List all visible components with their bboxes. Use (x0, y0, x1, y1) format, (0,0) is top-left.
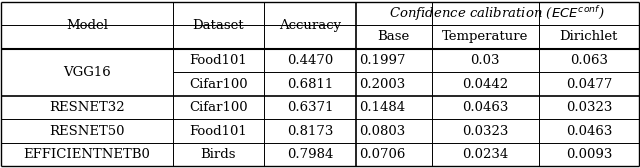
Text: Temperature: Temperature (442, 30, 529, 44)
Text: 0.03: 0.03 (470, 54, 500, 67)
Text: 0.2003: 0.2003 (359, 77, 405, 91)
Text: 0.7984: 0.7984 (287, 148, 333, 161)
Text: Confidence calibration ($ECE^{conf}$): Confidence calibration ($ECE^{conf}$) (389, 4, 605, 23)
Text: Accuracy: Accuracy (279, 19, 341, 32)
Text: 0.0463: 0.0463 (566, 124, 612, 138)
Text: Model: Model (66, 19, 108, 32)
Text: 0.1997: 0.1997 (359, 54, 406, 67)
Text: 0.0323: 0.0323 (566, 101, 612, 114)
Text: 0.1484: 0.1484 (359, 101, 405, 114)
Text: EFFICIENTNETB0: EFFICIENTNETB0 (24, 148, 150, 161)
Text: VGG16: VGG16 (63, 66, 111, 79)
Text: Cifar100: Cifar100 (189, 77, 248, 91)
Text: RESNET50: RESNET50 (49, 124, 125, 138)
Text: 0.063: 0.063 (570, 54, 608, 67)
Text: 0.0234: 0.0234 (462, 148, 508, 161)
Text: 0.6811: 0.6811 (287, 77, 333, 91)
Text: 0.0463: 0.0463 (462, 101, 509, 114)
Text: Food101: Food101 (189, 124, 247, 138)
Text: 0.8173: 0.8173 (287, 124, 333, 138)
Text: 0.0803: 0.0803 (359, 124, 405, 138)
Text: 0.0323: 0.0323 (462, 124, 509, 138)
Text: Birds: Birds (201, 148, 236, 161)
Text: Food101: Food101 (189, 54, 247, 67)
Text: Cifar100: Cifar100 (189, 101, 248, 114)
Text: Dataset: Dataset (193, 19, 244, 32)
Text: RESNET32: RESNET32 (49, 101, 125, 114)
Text: 0.0706: 0.0706 (359, 148, 405, 161)
Text: Base: Base (378, 30, 410, 44)
Text: 0.0442: 0.0442 (462, 77, 508, 91)
Text: 0.0477: 0.0477 (566, 77, 612, 91)
Text: 0.0093: 0.0093 (566, 148, 612, 161)
Text: Dirichlet: Dirichlet (560, 30, 618, 44)
Text: 0.4470: 0.4470 (287, 54, 333, 67)
Text: 0.6371: 0.6371 (287, 101, 333, 114)
